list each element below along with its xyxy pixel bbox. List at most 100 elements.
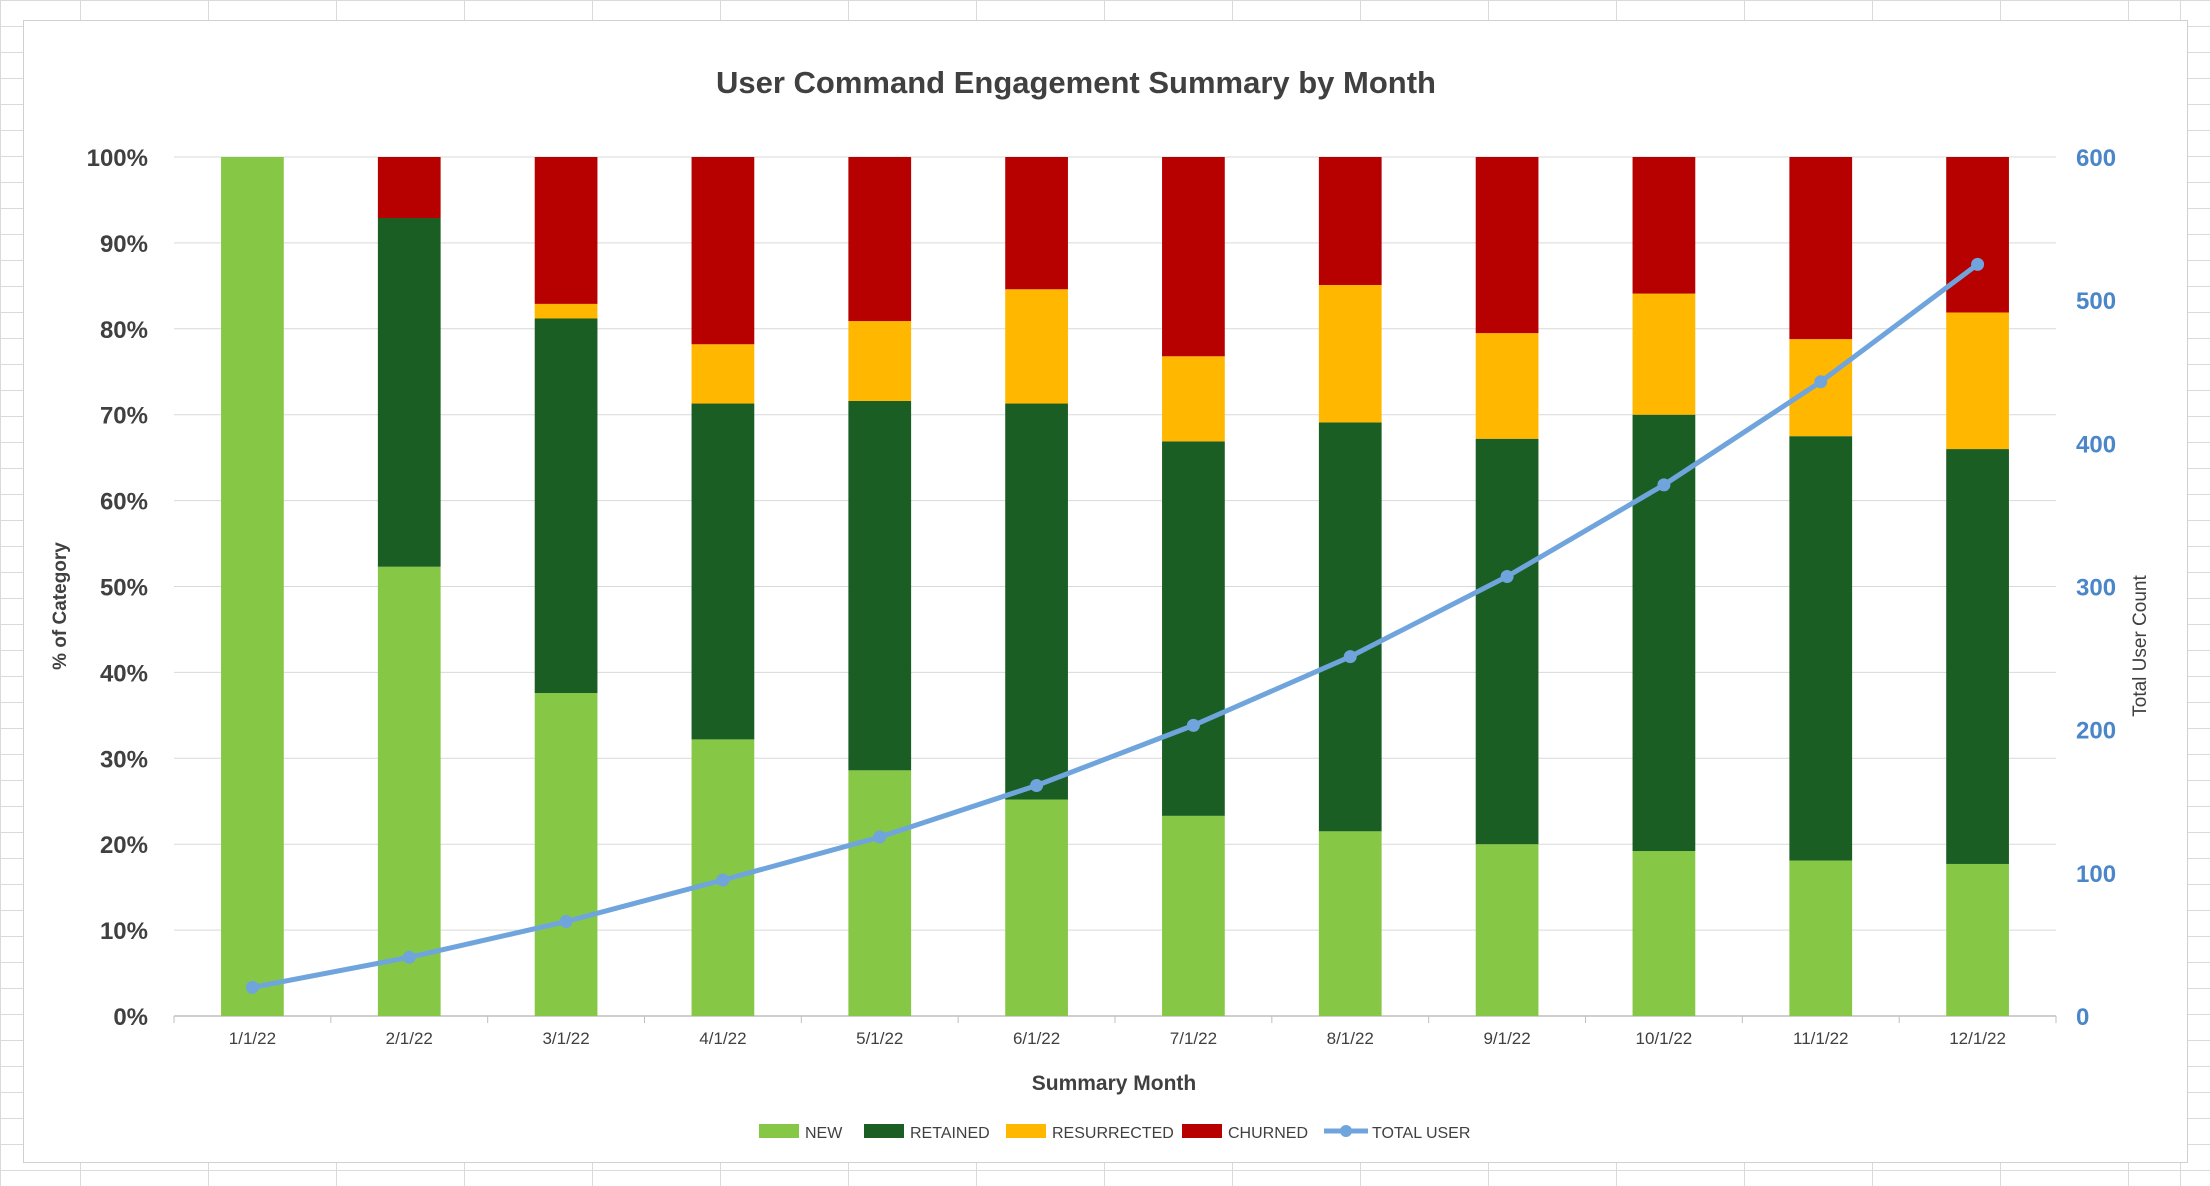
bar-new-12/1/22[interactable] (1946, 863, 2009, 1016)
bar-retained-12/1/22[interactable] (1946, 449, 2009, 864)
bar-new-2/1/22[interactable] (377, 566, 441, 1016)
chart-svg: 0% 10% 20% 30% 40% 50% 60% 70% 80% 90% 100% 0 100 20… (50, 65, 2151, 1142)
x-axis-title: Summary Month (1032, 1072, 1197, 1095)
bar-resurrected-8/1/22[interactable] (1318, 284, 1382, 423)
bar-new-9/1/22[interactable] (1475, 844, 1539, 1016)
bar-new-10/1/22[interactable] (1632, 851, 1696, 1016)
bar-churned-8/1/22[interactable] (1318, 157, 1382, 285)
x-tick-label: 5/1/22 (856, 1029, 903, 1048)
bar-new-8/1/22[interactable] (1318, 831, 1382, 1016)
bar-resurrected-5/1/22[interactable] (848, 321, 912, 401)
bar-retained-4/1/22[interactable] (691, 403, 755, 740)
horizontal-gridlines (173, 156, 2057, 1023)
bar-new-7/1/22[interactable] (1162, 815, 1225, 1016)
legend-item-churned[interactable]: CHURNED (1182, 1124, 1308, 1142)
total-user-point-5/1/22[interactable] (873, 830, 887, 844)
total-user-line[interactable] (249, 261, 1981, 990)
left-tick-label: 50% (100, 575, 148, 602)
left-tick-label: 30% (100, 746, 148, 773)
legend: NEW RETAINED RESURRECTED CHURNED TOTAL USER (759, 1124, 1470, 1142)
bar-new-3/1/22[interactable] (534, 693, 598, 1016)
bar-new-5/1/22[interactable] (848, 770, 912, 1016)
bar-churned-10/1/22[interactable] (1632, 157, 1696, 294)
bar-retained-3/1/22[interactable] (534, 318, 598, 694)
right-tick-label: 200 (2076, 718, 2116, 745)
bar-resurrected-3/1/22[interactable] (534, 303, 598, 319)
x-tick-label: 9/1/22 (1483, 1029, 1530, 1048)
left-tick-label: 100% (87, 145, 148, 172)
total-user-point-2/1/22[interactable] (402, 950, 416, 964)
chart-area[interactable]: 0% 10% 20% 30% 40% 50% 60% 70% 80% 90% 100% 0 100 20… (23, 20, 2188, 1163)
total-user-point-7/1/22[interactable] (1186, 718, 1200, 732)
legend-label: NEW (805, 1125, 843, 1142)
x-axis-tick-labels: 1/1/22 2/1/22 3/1/22 4/1/22 5/1/22 6/1/22 7/1/… (229, 1029, 2006, 1048)
x-tick-label: 7/1/22 (1170, 1029, 1217, 1048)
total-user-line-layer (245, 257, 1985, 994)
bar-churned-6/1/22[interactable] (1005, 157, 1068, 290)
legend-label: CHURNED (1228, 1125, 1308, 1142)
bar-resurrected-4/1/22[interactable] (691, 344, 755, 404)
legend-label: RETAINED (910, 1125, 990, 1142)
bar-churned-5/1/22[interactable] (848, 157, 912, 322)
bar-resurrected-9/1/22[interactable] (1475, 333, 1539, 439)
bar-churned-3/1/22[interactable] (534, 157, 598, 304)
bar-churned-7/1/22[interactable] (1162, 157, 1225, 357)
right-tick-label: 500 (2076, 288, 2116, 315)
legend-item-resurrected[interactable]: RESURRECTED (1006, 1124, 1174, 1142)
right-tick-label: 0 (2076, 1004, 2089, 1031)
legend-swatch (864, 1124, 904, 1138)
legend-item-new[interactable]: NEW (759, 1124, 843, 1142)
bar-retained-8/1/22[interactable] (1318, 422, 1382, 832)
bar-resurrected-12/1/22[interactable] (1946, 312, 2009, 450)
legend-swatch-marker (1340, 1125, 1352, 1137)
bar-retained-2/1/22[interactable] (377, 217, 441, 567)
bar-churned-12/1/22[interactable] (1946, 157, 2009, 313)
left-tick-label: 40% (100, 660, 148, 687)
x-tick-label: 6/1/22 (1013, 1029, 1060, 1048)
total-user-point-12/1/22[interactable] (1971, 257, 1985, 271)
bar-retained-7/1/22[interactable] (1162, 441, 1225, 816)
total-user-point-10/1/22[interactable] (1657, 478, 1671, 492)
x-tick-label: 4/1/22 (699, 1029, 746, 1048)
bar-resurrected-7/1/22[interactable] (1162, 356, 1225, 442)
total-user-point-3/1/22[interactable] (559, 915, 573, 929)
legend-item-total-user[interactable]: TOTAL USER (1324, 1125, 1470, 1142)
left-tick-label: 0% (113, 1004, 148, 1031)
bar-retained-11/1/22[interactable] (1789, 436, 1853, 861)
x-tick-label: 3/1/22 (542, 1029, 589, 1048)
total-user-point-6/1/22[interactable] (1030, 779, 1044, 793)
total-user-point-8/1/22[interactable] (1343, 650, 1357, 664)
bar-resurrected-6/1/22[interactable] (1005, 289, 1068, 404)
bar-churned-11/1/22[interactable] (1789, 157, 1853, 340)
legend-swatch (1006, 1124, 1046, 1138)
bar-retained-6/1/22[interactable] (1005, 403, 1068, 800)
bar-resurrected-10/1/22[interactable] (1632, 293, 1696, 415)
bar-new-11/1/22[interactable] (1789, 860, 1853, 1016)
left-tick-label: 60% (100, 489, 148, 516)
right-tick-label: 400 (2076, 431, 2116, 458)
bar-new-6/1/22[interactable] (1005, 799, 1068, 1016)
x-tick-label: 10/1/22 (1636, 1029, 1693, 1048)
total-user-point-9/1/22[interactable] (1500, 569, 1514, 583)
right-tick-label: 300 (2076, 575, 2116, 602)
bar-series (221, 157, 2009, 1016)
secondary-y-axis-title: Total User Count (2130, 575, 2151, 717)
total-user-point-11/1/22[interactable] (1814, 375, 1828, 389)
total-user-point-1/1/22[interactable] (245, 980, 259, 994)
total-user-point-4/1/22[interactable] (716, 873, 730, 887)
bar-new-1/1/22[interactable] (221, 157, 284, 1016)
bar-retained-5/1/22[interactable] (848, 400, 912, 771)
x-tick-label: 1/1/22 (229, 1029, 276, 1048)
legend-item-retained[interactable]: RETAINED (864, 1124, 990, 1142)
bar-churned-2/1/22[interactable] (377, 157, 441, 218)
y-axis-title: % of Category (50, 542, 71, 670)
right-tick-label: 100 (2076, 861, 2116, 888)
left-tick-label: 80% (100, 317, 148, 344)
left-tick-label: 10% (100, 918, 148, 945)
bar-churned-4/1/22[interactable] (691, 157, 755, 345)
right-tick-label: 600 (2076, 145, 2116, 172)
bar-retained-9/1/22[interactable] (1475, 438, 1539, 845)
bar-churned-9/1/22[interactable] (1475, 157, 1539, 334)
x-tick-label: 8/1/22 (1327, 1029, 1374, 1048)
x-tick-label: 12/1/22 (1949, 1029, 2006, 1048)
